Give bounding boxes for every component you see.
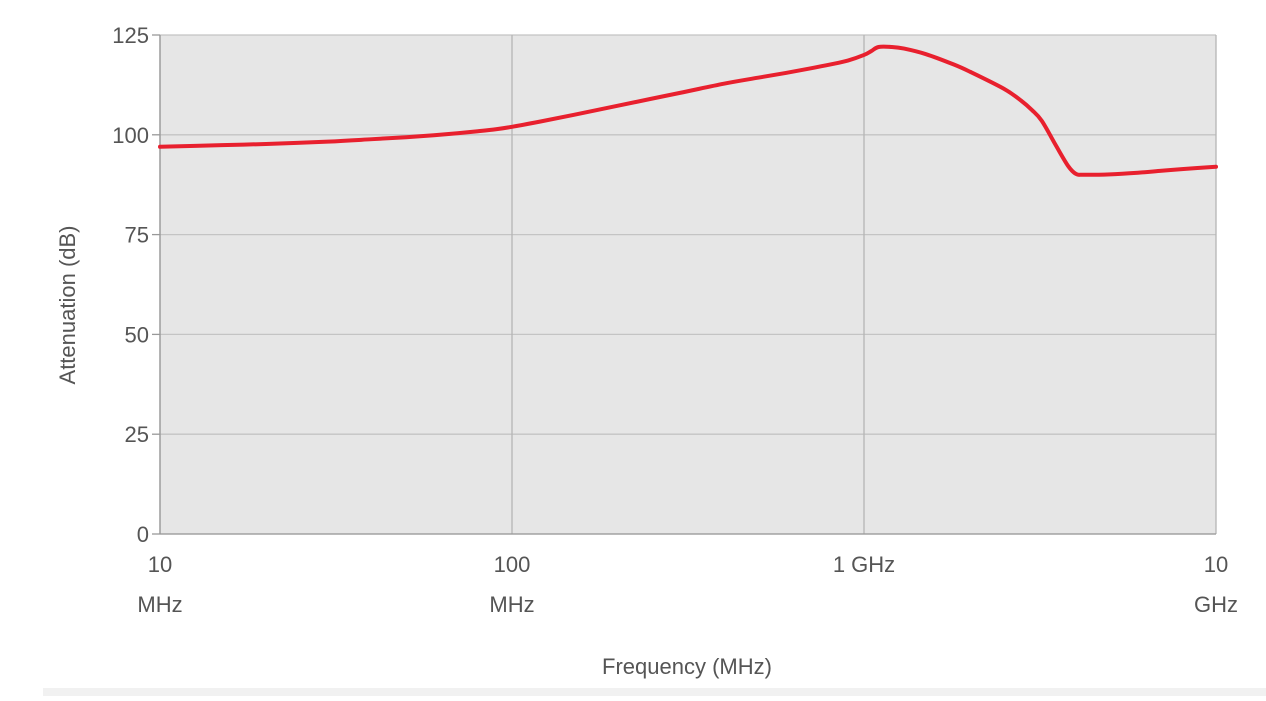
x-tick-label-unit: GHz — [1194, 592, 1238, 617]
y-axis-title: Attenuation (dB) — [55, 226, 80, 385]
bottom-strip — [43, 688, 1266, 696]
x-tick-label-unit: MHz — [137, 592, 182, 617]
series — [158, 44, 1218, 177]
x-tick-label: 10 — [1204, 552, 1228, 577]
y-tick-label: 100 — [112, 123, 149, 148]
plot-area — [160, 35, 1216, 534]
attenuation-series-line — [158, 44, 1218, 177]
y-tick-label: 75 — [125, 223, 149, 248]
y-tick-label: 25 — [125, 422, 149, 447]
x-tick-label: 1 GHz — [833, 552, 895, 577]
y-tick-label: 0 — [137, 522, 149, 547]
x-axis-title: Frequency (MHz) — [602, 654, 772, 679]
axes — [152, 34, 1216, 535]
y-tick-label: 125 — [112, 23, 149, 48]
tick-labels: 0 25 50 75 100 125 10 MHz 100 MHz 1 GHz 10 GHz — [112, 23, 1238, 617]
x-tick-label: 10 — [148, 552, 172, 577]
x-tick-label-unit: MHz — [489, 592, 534, 617]
grid — [159, 34, 1217, 535]
y-tick-label: 50 — [125, 322, 149, 347]
x-tick-label: 100 — [494, 552, 531, 577]
